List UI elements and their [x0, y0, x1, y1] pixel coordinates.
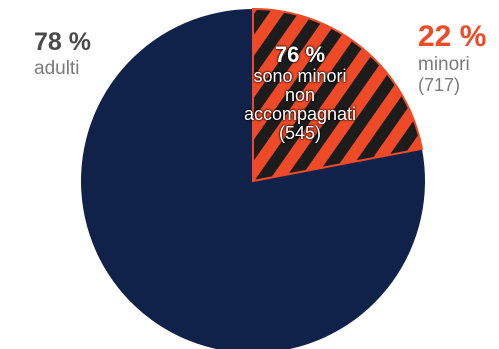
pie-slice-minori-solid-edge — [252, 7, 424, 183]
pie-slice-minori — [253, 9, 422, 181]
adulti-name: adulti — [34, 58, 80, 79]
unaccompanied-percent: 76 % — [274, 42, 326, 67]
adulti-percent: 78 % — [34, 28, 91, 56]
minori-name: minori — [418, 54, 470, 75]
unaccompanied-line-3: accompagnati — [243, 104, 357, 124]
label-minori: 22 % minori (717) — [418, 20, 487, 95]
minori-percent: 22 % — [418, 20, 487, 53]
unaccompanied-line-2: non — [284, 85, 316, 105]
label-adulti: 78 % adulti — [34, 28, 91, 79]
unaccompanied-line-1: sono minori — [253, 66, 347, 86]
unaccompanied-count: (545) — [278, 123, 322, 143]
minori-count: (717) — [418, 75, 461, 95]
label-unaccompanied: 76 % sono minori non accompagnati (545) — [240, 42, 360, 143]
